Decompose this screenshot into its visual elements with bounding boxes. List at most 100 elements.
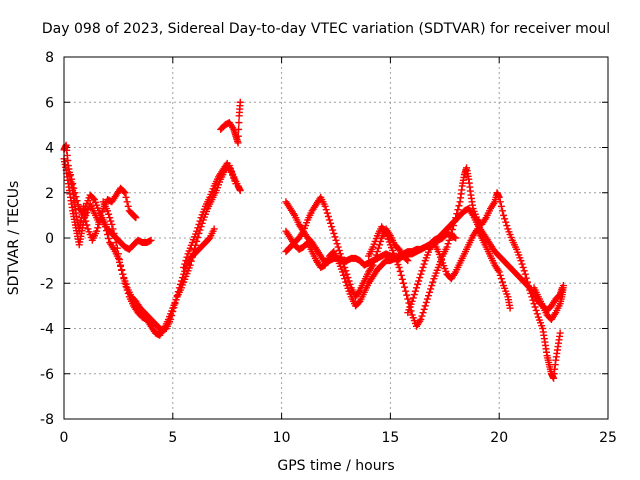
data-point xyxy=(445,236,453,244)
data-point xyxy=(191,245,199,253)
y-tick-label: 6 xyxy=(45,95,54,111)
data-point xyxy=(419,263,427,271)
data-point xyxy=(330,229,338,237)
data-point xyxy=(186,261,194,269)
data-point xyxy=(532,306,540,314)
data-point xyxy=(235,119,243,127)
y-tick-label: 0 xyxy=(45,231,54,247)
y-tick-label: -4 xyxy=(40,322,54,338)
data-point xyxy=(409,294,417,302)
data-point xyxy=(404,295,412,303)
data-point xyxy=(123,286,131,294)
x-tick-label: 20 xyxy=(490,430,508,446)
data-point xyxy=(115,255,123,263)
data-point xyxy=(118,266,126,274)
data-point xyxy=(498,207,506,215)
data-point xyxy=(117,261,125,269)
data-point xyxy=(397,271,405,279)
data-point xyxy=(408,297,416,305)
data-point xyxy=(321,202,329,210)
data-point xyxy=(196,217,204,225)
data-point xyxy=(373,248,381,256)
data-point xyxy=(329,226,337,234)
data-point xyxy=(398,275,406,283)
data-point xyxy=(122,193,130,201)
data-point xyxy=(496,271,504,279)
data-point xyxy=(180,263,188,271)
data-point xyxy=(74,201,82,209)
data-point xyxy=(416,274,424,282)
data-point xyxy=(325,216,333,224)
data-point xyxy=(521,270,529,278)
data-point xyxy=(234,132,242,140)
data-point xyxy=(339,268,347,276)
data-point xyxy=(429,278,437,286)
data-point xyxy=(404,257,412,265)
data-point xyxy=(523,278,531,286)
y-tick-label: -2 xyxy=(40,276,54,292)
data-point xyxy=(417,315,425,323)
data-point xyxy=(443,243,451,251)
data-point xyxy=(346,280,354,288)
data-point xyxy=(498,278,506,286)
data-point xyxy=(417,270,425,278)
data-point xyxy=(340,271,348,279)
data-point xyxy=(410,291,418,299)
data-point xyxy=(78,208,86,216)
data-point xyxy=(426,288,434,296)
y-tick-label: 2 xyxy=(45,186,54,202)
data-point xyxy=(327,219,335,227)
data-point xyxy=(106,214,114,222)
data-point xyxy=(448,226,456,234)
data-point xyxy=(403,291,411,299)
data-point xyxy=(105,235,113,243)
data-point xyxy=(427,285,435,293)
data-point xyxy=(495,268,503,276)
data-point xyxy=(101,223,109,231)
data-point xyxy=(113,244,121,252)
data-point xyxy=(332,236,340,244)
data-point xyxy=(73,197,81,205)
data-point xyxy=(181,260,189,268)
data-point xyxy=(396,267,404,275)
data-point xyxy=(122,283,130,291)
data-point xyxy=(337,253,345,261)
data-point xyxy=(109,225,117,233)
data-point xyxy=(395,263,403,271)
data-point xyxy=(331,233,339,241)
y-tick-label: 4 xyxy=(45,141,54,157)
data-point xyxy=(333,240,341,248)
data-point xyxy=(527,289,535,297)
data-point xyxy=(497,202,505,210)
data-point xyxy=(323,209,331,217)
data-point xyxy=(401,283,409,291)
data-point xyxy=(210,225,218,233)
data-point xyxy=(419,309,427,317)
data-point xyxy=(234,139,242,147)
data-point xyxy=(112,239,120,247)
data-point xyxy=(182,257,190,265)
data-point xyxy=(420,305,428,313)
data-point xyxy=(447,229,455,237)
data-point xyxy=(67,171,75,179)
data-point xyxy=(414,280,422,288)
data-point xyxy=(121,189,129,197)
data-point xyxy=(81,213,89,221)
data-point xyxy=(446,233,454,241)
data-point xyxy=(110,229,118,237)
data-point xyxy=(236,98,244,106)
data-point xyxy=(500,211,508,219)
x-tick-label: 25 xyxy=(599,430,617,446)
y-tick-label: -6 xyxy=(40,367,54,383)
data-point xyxy=(70,184,78,192)
data-point xyxy=(71,189,79,197)
data-point xyxy=(522,274,530,282)
data-point xyxy=(132,214,140,222)
data-point xyxy=(82,217,90,225)
data-point xyxy=(102,227,110,235)
data-point xyxy=(453,210,461,218)
data-point xyxy=(518,260,526,268)
plot-frame xyxy=(63,56,609,420)
data-point xyxy=(370,258,378,266)
data-point xyxy=(124,289,132,297)
